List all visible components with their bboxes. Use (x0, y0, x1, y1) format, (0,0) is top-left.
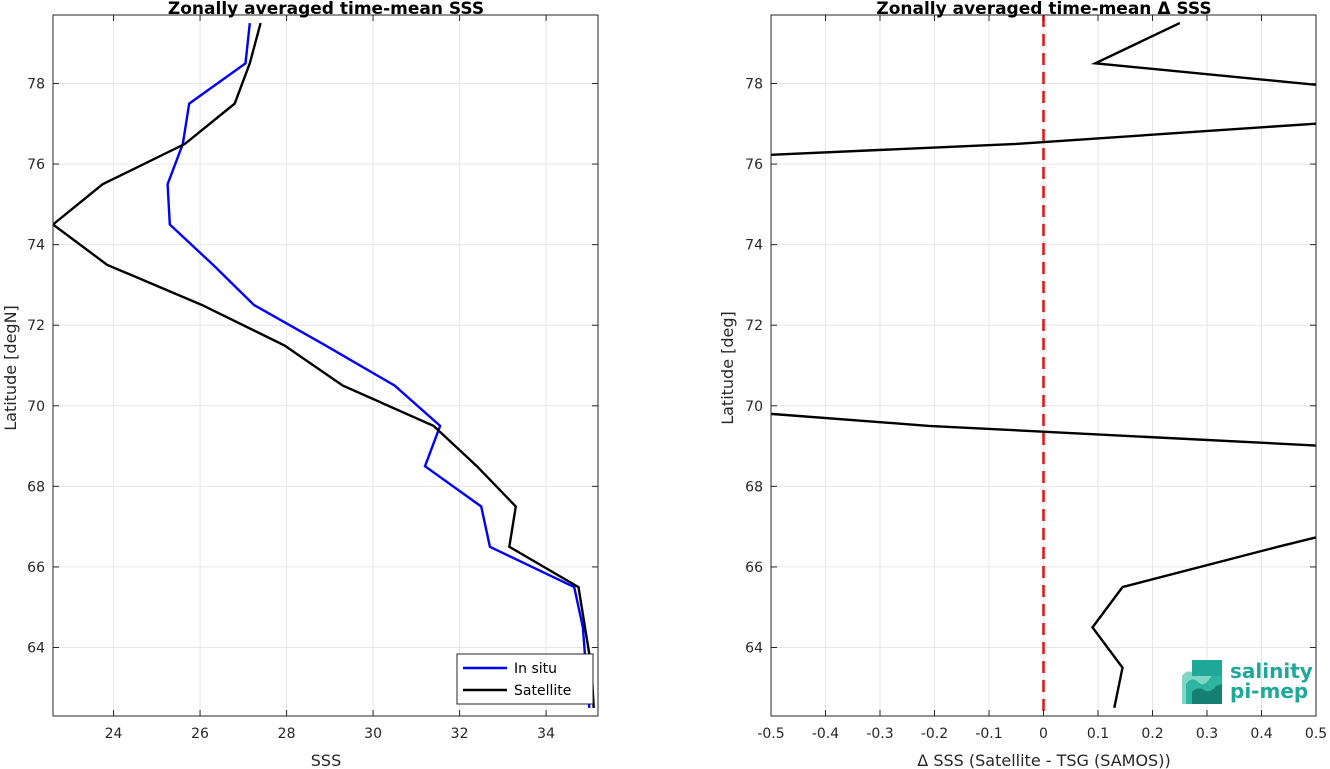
x-tick-label: 0.1 (1087, 726, 1109, 742)
left-plot-area (53, 15, 598, 716)
x-tick-label: 0.3 (1196, 726, 1218, 742)
series-line-in-situ (166, 22, 591, 709)
wave-logo-icon (1182, 660, 1222, 704)
salinity-pi-mep-logo: salinity pi-mep (1182, 659, 1313, 704)
y-tick-label: 68 (745, 479, 763, 495)
x-tick-label: 34 (537, 726, 555, 742)
x-tick-label: -0.5 (757, 726, 784, 742)
y-tick-label: 76 (27, 157, 45, 173)
x-tick-label: 24 (105, 726, 123, 742)
right-x-axis-label: Δ SSS (Satellite - TSG (SAMOS)) (917, 751, 1170, 769)
right-chart: -0.5 -0.4 -0.3 -0.2 -0.1 0 0.1 0.2 0.3 0.4 0.5 64 66… (718, 0, 1327, 769)
x-tick-label: 30 (364, 726, 382, 742)
left-chart-title: Zonally averaged time-mean SSS (168, 0, 484, 19)
x-tick-label: 0 (1039, 726, 1048, 742)
x-tick-label: -0.4 (812, 726, 839, 742)
y-tick-label: 68 (27, 479, 45, 495)
y-tick-label: 64 (745, 641, 763, 657)
left-y-axis-label: Latitude [degN] (1, 305, 20, 431)
series-line-delta-sss (771, 22, 1316, 709)
legend-label-satellite: Satellite (514, 683, 571, 699)
y-tick-label: 74 (27, 238, 45, 254)
x-tick-label: 0.4 (1250, 726, 1272, 742)
x-tick-label: 26 (191, 726, 209, 742)
y-tick-label: 70 (27, 399, 45, 415)
y-tick-label: 72 (745, 318, 763, 334)
y-tick-label: 66 (27, 560, 45, 576)
left-chart: 24 26 28 30 32 34 64 66 68 70 72 74 76 78 Zonally ave… (1, 0, 599, 769)
right-chart-title: Zonally averaged time-mean Δ SSS (876, 0, 1211, 19)
y-tick-label: 78 (27, 76, 45, 92)
x-tick-label: 0.2 (1141, 726, 1163, 742)
right-series-group (771, 15, 1316, 716)
logo-text-salinity: salinity (1230, 659, 1313, 683)
left-x-axis-label: SSS (311, 751, 341, 769)
x-tick-label: -0.2 (921, 726, 948, 742)
series-line-satellite (53, 22, 595, 708)
legend-box (456, 653, 594, 705)
y-tick-label: 72 (27, 318, 45, 334)
y-tick-label: 78 (745, 76, 763, 92)
y-tick-label: 74 (745, 238, 763, 254)
left-ticks: 24 26 28 30 32 34 64 66 68 70 72 74 76 78 (27, 15, 598, 742)
x-tick-label: -0.3 (866, 726, 893, 742)
logo-text-pi-mep: pi-mep (1230, 679, 1308, 703)
x-tick-label: 32 (451, 726, 469, 742)
left-series-group (53, 22, 595, 709)
y-tick-label: 76 (745, 157, 763, 173)
x-tick-label: -0.1 (975, 726, 1002, 742)
y-tick-label: 66 (745, 560, 763, 576)
left-axes-box (52, 14, 599, 717)
y-tick-label: 64 (27, 641, 45, 657)
y-tick-label: 70 (745, 399, 763, 415)
left-grid (53, 15, 598, 716)
right-y-axis-label: Latitude [deg] (718, 311, 737, 425)
right-ticks: -0.5 -0.4 -0.3 -0.2 -0.1 0 0.1 0.2 0.3 0.4 0.5 64 66… (745, 15, 1327, 742)
x-tick-label: 28 (278, 726, 296, 742)
x-tick-label: 0.5 (1305, 726, 1327, 742)
left-legend: In situ Satellite (456, 653, 594, 705)
legend-label-in-situ: In situ (514, 661, 557, 677)
